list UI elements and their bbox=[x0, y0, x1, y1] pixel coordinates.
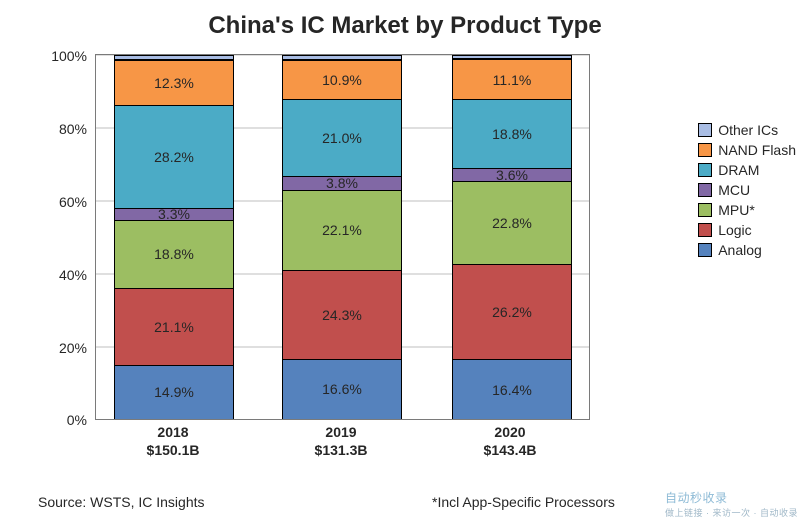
legend-label: MPU* bbox=[718, 202, 755, 218]
xtick-2020: 2020 $143.4B bbox=[450, 424, 570, 459]
segment-2018-dram: 28.2% bbox=[114, 105, 234, 208]
bar-2019: 10.9% 21.0% 3.8% 22.1% 24.3% 16.6% bbox=[282, 55, 402, 419]
legend-item-dram: DRAM bbox=[698, 162, 796, 178]
plot-area: 12.3% 28.2% 3.3% 18.8% 21.1% 14.9% 10.9% 21.0%… bbox=[95, 54, 590, 420]
segment-label: 16.6% bbox=[322, 381, 362, 397]
segment-label: 3.6% bbox=[496, 167, 528, 183]
legend-label: Analog bbox=[718, 242, 762, 258]
legend-label: MCU bbox=[718, 182, 750, 198]
segment-2019-mcu: 3.8% bbox=[282, 176, 402, 190]
segment-2019-mpu: 22.1% bbox=[282, 190, 402, 270]
legend-swatch bbox=[698, 223, 712, 237]
segment-label: 26.2% bbox=[492, 304, 532, 320]
legend-item-mcu: MCU bbox=[698, 182, 796, 198]
legend-item-otherics: Other ICs bbox=[698, 122, 796, 138]
segment-label: 24.3% bbox=[322, 307, 362, 323]
segment-label: 12.3% bbox=[154, 75, 194, 91]
ytick-60: 60% bbox=[37, 194, 87, 210]
segment-2020-logic: 26.2% bbox=[452, 264, 572, 359]
segment-2020-dram: 18.8% bbox=[452, 99, 572, 167]
segment-2019-dram: 21.0% bbox=[282, 99, 402, 175]
legend-label: Logic bbox=[718, 222, 751, 238]
ytick-0: 0% bbox=[37, 412, 87, 428]
segment-label: 21.1% bbox=[154, 319, 194, 335]
xtick-total: $143.4B bbox=[450, 442, 570, 460]
segment-2018-mcu: 3.3% bbox=[114, 208, 234, 220]
segment-2018-analog: 14.9% bbox=[114, 365, 234, 419]
chart-container: China's IC Market by Product Type 0% 20%… bbox=[0, 0, 810, 525]
legend-label: DRAM bbox=[718, 162, 759, 178]
watermark: 自动秒收录 做上链接 · 来访一次 · 自动收录 bbox=[665, 489, 798, 519]
bar-2018: 12.3% 28.2% 3.3% 18.8% 21.1% 14.9% bbox=[114, 55, 234, 419]
xtick-year: 2018 bbox=[113, 424, 233, 442]
legend-swatch bbox=[698, 183, 712, 197]
watermark-line1: 自动秒收录 bbox=[665, 491, 728, 505]
legend-swatch bbox=[698, 143, 712, 157]
segment-label: 21.0% bbox=[322, 130, 362, 146]
ytick-100: 100% bbox=[37, 48, 87, 64]
segment-2018-mpu: 18.8% bbox=[114, 220, 234, 288]
segment-label: 18.8% bbox=[492, 126, 532, 142]
segment-label: 11.1% bbox=[493, 72, 532, 88]
segment-label: 3.8% bbox=[326, 175, 358, 191]
segment-2020-mcu: 3.6% bbox=[452, 168, 572, 181]
legend-swatch bbox=[698, 123, 712, 137]
segment-label: 22.8% bbox=[492, 215, 532, 231]
legend-swatch bbox=[698, 243, 712, 257]
xtick-total: $131.3B bbox=[281, 442, 401, 460]
xtick-total: $150.1B bbox=[113, 442, 233, 460]
footnote-text: *Incl App-Specific Processors bbox=[432, 494, 615, 510]
ytick-40: 40% bbox=[37, 267, 87, 283]
watermark-line2: 做上链接 · 来访一次 · 自动收录 bbox=[665, 506, 798, 519]
legend-label: NAND Flash bbox=[718, 142, 796, 158]
segment-label: 22.1% bbox=[322, 222, 362, 238]
ytick-20: 20% bbox=[37, 340, 87, 356]
segment-2020-analog: 16.4% bbox=[452, 359, 572, 419]
segment-2019-logic: 24.3% bbox=[282, 270, 402, 358]
source-text: Source: WSTS, IC Insights bbox=[38, 494, 205, 510]
chart-title: China's IC Market by Product Type bbox=[0, 12, 810, 40]
xtick-year: 2019 bbox=[281, 424, 401, 442]
segment-label: 14.9% bbox=[154, 384, 194, 400]
legend: Other ICs NAND Flash DRAM MCU MPU* Logic Analo… bbox=[698, 118, 796, 262]
legend-item-mpu: MPU* bbox=[698, 202, 796, 218]
xtick-year: 2020 bbox=[450, 424, 570, 442]
segment-2019-nandflash: 10.9% bbox=[282, 60, 402, 100]
legend-swatch bbox=[698, 163, 712, 177]
ytick-80: 80% bbox=[37, 121, 87, 137]
segment-label: 3.3% bbox=[158, 206, 190, 222]
segment-label: 16.4% bbox=[492, 382, 532, 398]
segment-label: 28.2% bbox=[154, 149, 194, 165]
xtick-2018: 2018 $150.1B bbox=[113, 424, 233, 459]
bar-2020: 11.1% 18.8% 3.6% 22.8% 26.2% 16.4% bbox=[452, 55, 572, 419]
segment-2020-mpu: 22.8% bbox=[452, 181, 572, 264]
legend-label: Other ICs bbox=[718, 122, 778, 138]
segment-2020-nandflash: 11.1% bbox=[452, 59, 572, 99]
legend-item-analog: Analog bbox=[698, 242, 796, 258]
legend-item-logic: Logic bbox=[698, 222, 796, 238]
segment-2018-nandflash: 12.3% bbox=[114, 60, 234, 105]
legend-swatch bbox=[698, 203, 712, 217]
legend-item-nandflash: NAND Flash bbox=[698, 142, 796, 158]
segment-label: 18.8% bbox=[154, 246, 194, 262]
segment-2019-analog: 16.6% bbox=[282, 359, 402, 419]
xtick-2019: 2019 $131.3B bbox=[281, 424, 401, 459]
segment-2018-logic: 21.1% bbox=[114, 288, 234, 365]
segment-label: 10.9% bbox=[322, 72, 362, 88]
